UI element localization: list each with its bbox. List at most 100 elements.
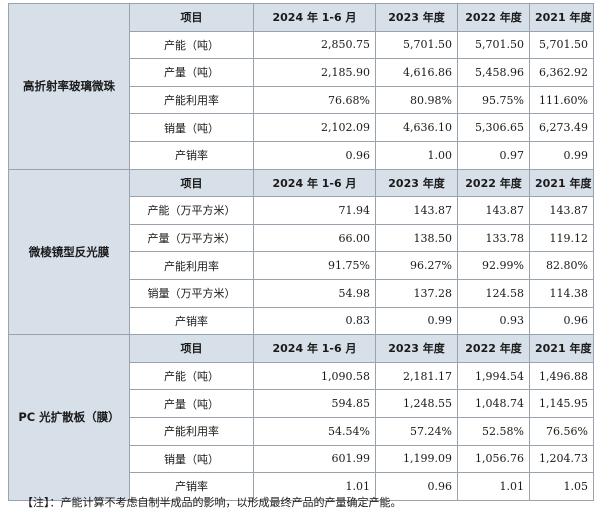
value-cell: 5,701.50 [457, 30, 530, 60]
value-cell: 54.98 [253, 278, 376, 308]
row-label: 销量（万平方米） [129, 278, 254, 308]
column-header-period: 2022 年度 [457, 168, 530, 198]
value-cell: 1,056.76 [457, 444, 530, 474]
value-cell: 76.56% [529, 416, 594, 446]
table-row: 产量（吨） 594.85 1,248.55 1,048.74 1,145.95 [9, 389, 594, 418]
value-cell: 143.87 [529, 196, 594, 225]
table-row: 销量（万平方米） 54.98 137.28 124.58 114.38 [9, 278, 594, 308]
table-row: 产能（万平方米） 71.94 143.87 143.87 143.87 [9, 196, 594, 225]
value-cell: 1,090.58 [253, 361, 376, 391]
value-cell: 143.87 [457, 196, 530, 225]
value-cell: 0.97 [457, 140, 530, 170]
value-cell: 1.01 [457, 472, 530, 501]
value-cell: 6,362.92 [529, 58, 594, 87]
value-cell: 601.99 [253, 444, 376, 474]
value-cell: 143.87 [375, 196, 458, 225]
row-label: 产能（万平方米） [129, 196, 254, 225]
value-cell: 2,850.75 [253, 30, 376, 60]
value-cell: 594.85 [253, 389, 376, 418]
row-label: 产能利用率 [129, 416, 254, 446]
column-header-period: 2024 年 1-6 月 [253, 168, 376, 198]
value-cell: 82.80% [529, 251, 594, 280]
column-header-item: 项目 [129, 334, 254, 363]
value-cell: 2,185.90 [253, 58, 376, 87]
value-cell: 54.54% [253, 416, 376, 446]
value-cell: 1,199.09 [375, 444, 458, 474]
column-header-period: 2021 年度 [529, 3, 594, 32]
value-cell: 76.68% [253, 85, 376, 115]
product-name-cell: PC 光扩散板（膜） [8, 334, 130, 501]
table-row: 产能（吨） 1,090.58 2,181.17 1,994.54 1,496.88 [9, 361, 594, 391]
value-cell: 57.24% [375, 416, 458, 446]
table-row: 产销率 1.01 0.96 1.01 1.05 [9, 472, 594, 501]
column-header-period: 2023 年度 [375, 168, 458, 198]
row-label: 销量（吨） [129, 444, 254, 474]
value-cell: 1,204.73 [529, 444, 594, 474]
footnote: 【注】：产能计算不考虑自制半成品的影响，以形成最终产品的产量确定产能。 [22, 496, 402, 509]
row-label: 产能（吨） [129, 361, 254, 391]
table-row: 产销率 0.96 1.00 0.97 0.99 [9, 140, 594, 170]
row-label: 产能利用率 [129, 85, 254, 115]
value-cell: 0.83 [253, 306, 376, 336]
table-row: 产销率 0.83 0.99 0.93 0.96 [9, 306, 594, 336]
value-cell: 5,701.50 [375, 30, 458, 60]
value-cell: 1,248.55 [375, 389, 458, 418]
table-row: 销量（吨） 2,102.09 4,636.10 5,306.65 6,273.49 [9, 113, 594, 142]
row-label: 产量（万平方米） [129, 223, 254, 253]
column-header-period: 2023 年度 [375, 334, 458, 363]
value-cell: 0.99 [375, 306, 458, 336]
value-cell: 0.93 [457, 306, 530, 336]
column-header-period: 2022 年度 [457, 334, 530, 363]
column-header-period: 2023 年度 [375, 3, 458, 32]
value-cell: 1,145.95 [529, 389, 594, 418]
value-cell: 124.58 [457, 278, 530, 308]
value-cell: 96.27% [375, 251, 458, 280]
value-cell: 1.05 [529, 472, 594, 501]
value-cell: 1,994.54 [457, 361, 530, 391]
value-cell: 71.94 [253, 196, 376, 225]
row-label: 产销率 [129, 306, 254, 336]
section-header-row: 微棱镜型反光膜 项目 2024 年 1-6 月 2023 年度 2022 年度 2021 … [8, 168, 594, 336]
table-row: 产能（吨） 2,850.75 5,701.50 5,701.50 5,701.50 [9, 30, 594, 60]
row-label: 产量（吨） [129, 389, 254, 418]
capacity-table: 高折射率玻璃微珠 项目 2024 年 1-6 月 2023 年度 2022 年度 2021… [8, 3, 594, 501]
column-header-period: 2021 年度 [529, 334, 594, 363]
value-cell: 137.28 [375, 278, 458, 308]
value-cell: 133.78 [457, 223, 530, 253]
column-header-period: 2021 年度 [529, 168, 594, 198]
capacity-table-body: 高折射率玻璃微珠 项目 2024 年 1-6 月 2023 年度 2022 年度 2021… [8, 3, 594, 501]
value-cell: 4,616.86 [375, 58, 458, 87]
value-cell: 1,048.74 [457, 389, 530, 418]
value-cell: 1.01 [253, 472, 376, 501]
value-cell: 0.96 [529, 306, 594, 336]
value-cell: 5,458.96 [457, 58, 530, 87]
column-header-item: 项目 [129, 3, 254, 32]
value-cell: 5,306.65 [457, 113, 530, 142]
value-cell: 0.99 [529, 140, 594, 170]
value-cell: 2,181.17 [375, 361, 458, 391]
value-cell: 66.00 [253, 223, 376, 253]
section-header-row: PC 光扩散板（膜） 项目 2024 年 1-6 月 2023 年度 2022 年度 20… [8, 334, 594, 501]
value-cell: 2,102.09 [253, 113, 376, 142]
value-cell: 4,636.10 [375, 113, 458, 142]
value-cell: 52.58% [457, 416, 530, 446]
table-row: 产量（吨） 2,185.90 4,616.86 5,458.96 6,362.92 [9, 58, 594, 87]
value-cell: 0.96 [375, 472, 458, 501]
table-row: 产能利用率 76.68% 80.98% 95.75% 111.60% [9, 85, 594, 115]
row-label: 产销率 [129, 140, 254, 170]
value-cell: 91.75% [253, 251, 376, 280]
value-cell: 114.38 [529, 278, 594, 308]
column-header-period: 2024 年 1-6 月 [253, 3, 376, 32]
value-cell: 95.75% [457, 85, 530, 115]
value-cell: 80.98% [375, 85, 458, 115]
value-cell: 1,496.88 [529, 361, 594, 391]
row-label: 销量（吨） [129, 113, 254, 142]
value-cell: 5,701.50 [529, 30, 594, 60]
row-label: 产能（吨） [129, 30, 254, 60]
column-header-item: 项目 [129, 168, 254, 198]
value-cell: 92.99% [457, 251, 530, 280]
row-label: 产能利用率 [129, 251, 254, 280]
value-cell: 1.00 [375, 140, 458, 170]
value-cell: 0.96 [253, 140, 376, 170]
